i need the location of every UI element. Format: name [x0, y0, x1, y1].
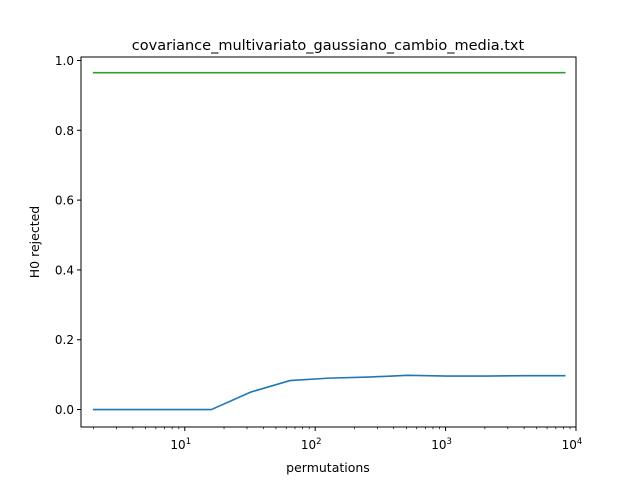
- y-tick-label: 0.8: [55, 124, 74, 138]
- x-tick-base: 10: [301, 438, 316, 452]
- y-tick-label: 0.6: [55, 194, 74, 208]
- x-tick-exponent: 4: [577, 437, 582, 447]
- chart-title: covariance_multivariato_gaussiano_cambio…: [132, 38, 525, 54]
- axes-layer: [80, 56, 577, 428]
- y-tick-label: 1.0: [55, 54, 74, 68]
- series-layer: [92, 71, 566, 411]
- plot-frame: [80, 56, 577, 428]
- x-tick-base: 10: [562, 438, 577, 452]
- x-axis: 101 102 103 104: [93, 427, 583, 452]
- x-axis-label: permutations: [286, 460, 370, 475]
- x-tick-base: 10: [431, 438, 446, 452]
- x-tick-label: 104: [562, 437, 583, 452]
- y-tick-label: 0.0: [55, 403, 74, 417]
- x-tick-label: 102: [301, 437, 322, 452]
- y-tick-label: 0.4: [55, 263, 74, 277]
- x-tick-exponent: 3: [447, 437, 452, 447]
- y-axis-label: H0 rejected: [27, 206, 42, 278]
- x-tick-exponent: 2: [316, 437, 321, 447]
- x-tick-label: 103: [431, 437, 452, 452]
- x-tick-label: 101: [170, 437, 191, 452]
- y-axis: 0.0 0.2 0.4 0.6 0.8 1.0: [55, 54, 81, 417]
- y-tick-label: 0.2: [55, 333, 74, 347]
- x-tick-exponent: 1: [186, 437, 191, 447]
- series-line-1: [92, 374, 566, 411]
- x-tick-base: 10: [170, 438, 185, 452]
